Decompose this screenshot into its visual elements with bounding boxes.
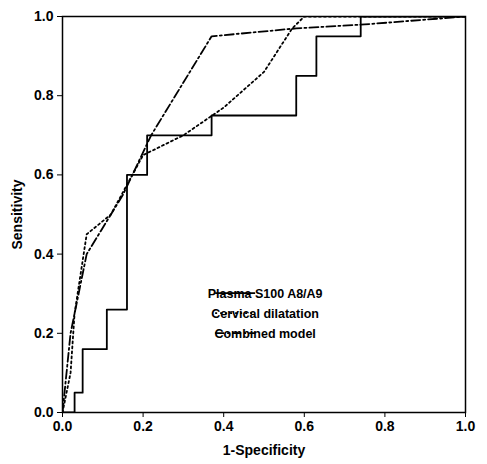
svg-text:1.0: 1.0 (456, 418, 476, 434)
svg-text:Combined model: Combined model (214, 327, 315, 341)
svg-text:Sensitivity: Sensitivity (9, 179, 25, 249)
svg-text:0.2: 0.2 (133, 418, 153, 434)
svg-text:1-Specificity: 1-Specificity (223, 442, 306, 458)
svg-text:0.8: 0.8 (34, 87, 54, 103)
svg-text:0.8: 0.8 (375, 418, 395, 434)
svg-text:0.6: 0.6 (34, 166, 54, 182)
svg-text:0.2: 0.2 (34, 325, 54, 341)
svg-text:Cervical dilatation: Cervical dilatation (211, 307, 319, 321)
svg-text:0.6: 0.6 (295, 418, 315, 434)
svg-text:0.0: 0.0 (53, 418, 73, 434)
svg-text:0.0: 0.0 (34, 404, 54, 420)
svg-text:1.0: 1.0 (34, 8, 54, 24)
svg-text:0.4: 0.4 (214, 418, 234, 434)
svg-text:Plasma S100 A8/A9: Plasma S100 A8/A9 (208, 287, 323, 301)
svg-text:0.4: 0.4 (34, 246, 54, 262)
